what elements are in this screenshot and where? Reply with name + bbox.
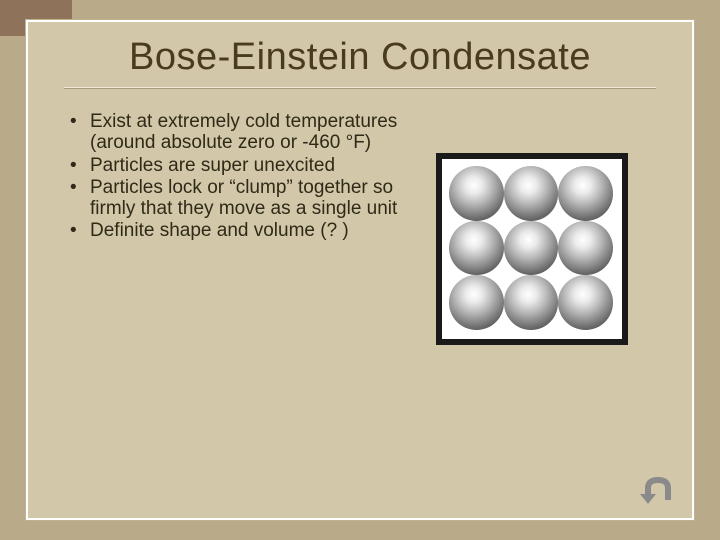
u-turn-arrow-icon xyxy=(634,476,678,506)
bullet-list: Exist at extremely cold temperatures (ar… xyxy=(68,111,416,345)
particle-sphere xyxy=(449,275,504,330)
particle-sphere xyxy=(558,166,613,221)
particle-sphere xyxy=(504,221,559,276)
list-item: Definite shape and volume (? ) xyxy=(68,220,416,241)
particle-sphere xyxy=(504,166,559,221)
content-area: Exist at extremely cold temperatures (ar… xyxy=(28,103,692,345)
slide-title: Bose-Einstein Condensate xyxy=(28,22,692,87)
particle-sphere xyxy=(449,221,504,276)
list-item: Particles lock or “clump” together so fi… xyxy=(68,177,416,220)
list-item: Exist at extremely cold temperatures (ar… xyxy=(68,111,416,154)
title-underline xyxy=(64,87,656,89)
return-button[interactable] xyxy=(634,476,678,506)
slide-frame: Bose-Einstein Condensate Exist at extrem… xyxy=(26,20,694,520)
diagram-frame xyxy=(436,153,628,345)
particle-sphere xyxy=(558,275,613,330)
particle-sphere xyxy=(449,166,504,221)
particle-sphere xyxy=(558,221,613,276)
particle-sphere xyxy=(504,275,559,330)
particle-diagram xyxy=(436,111,656,345)
list-item: Particles are super unexcited xyxy=(68,155,416,176)
